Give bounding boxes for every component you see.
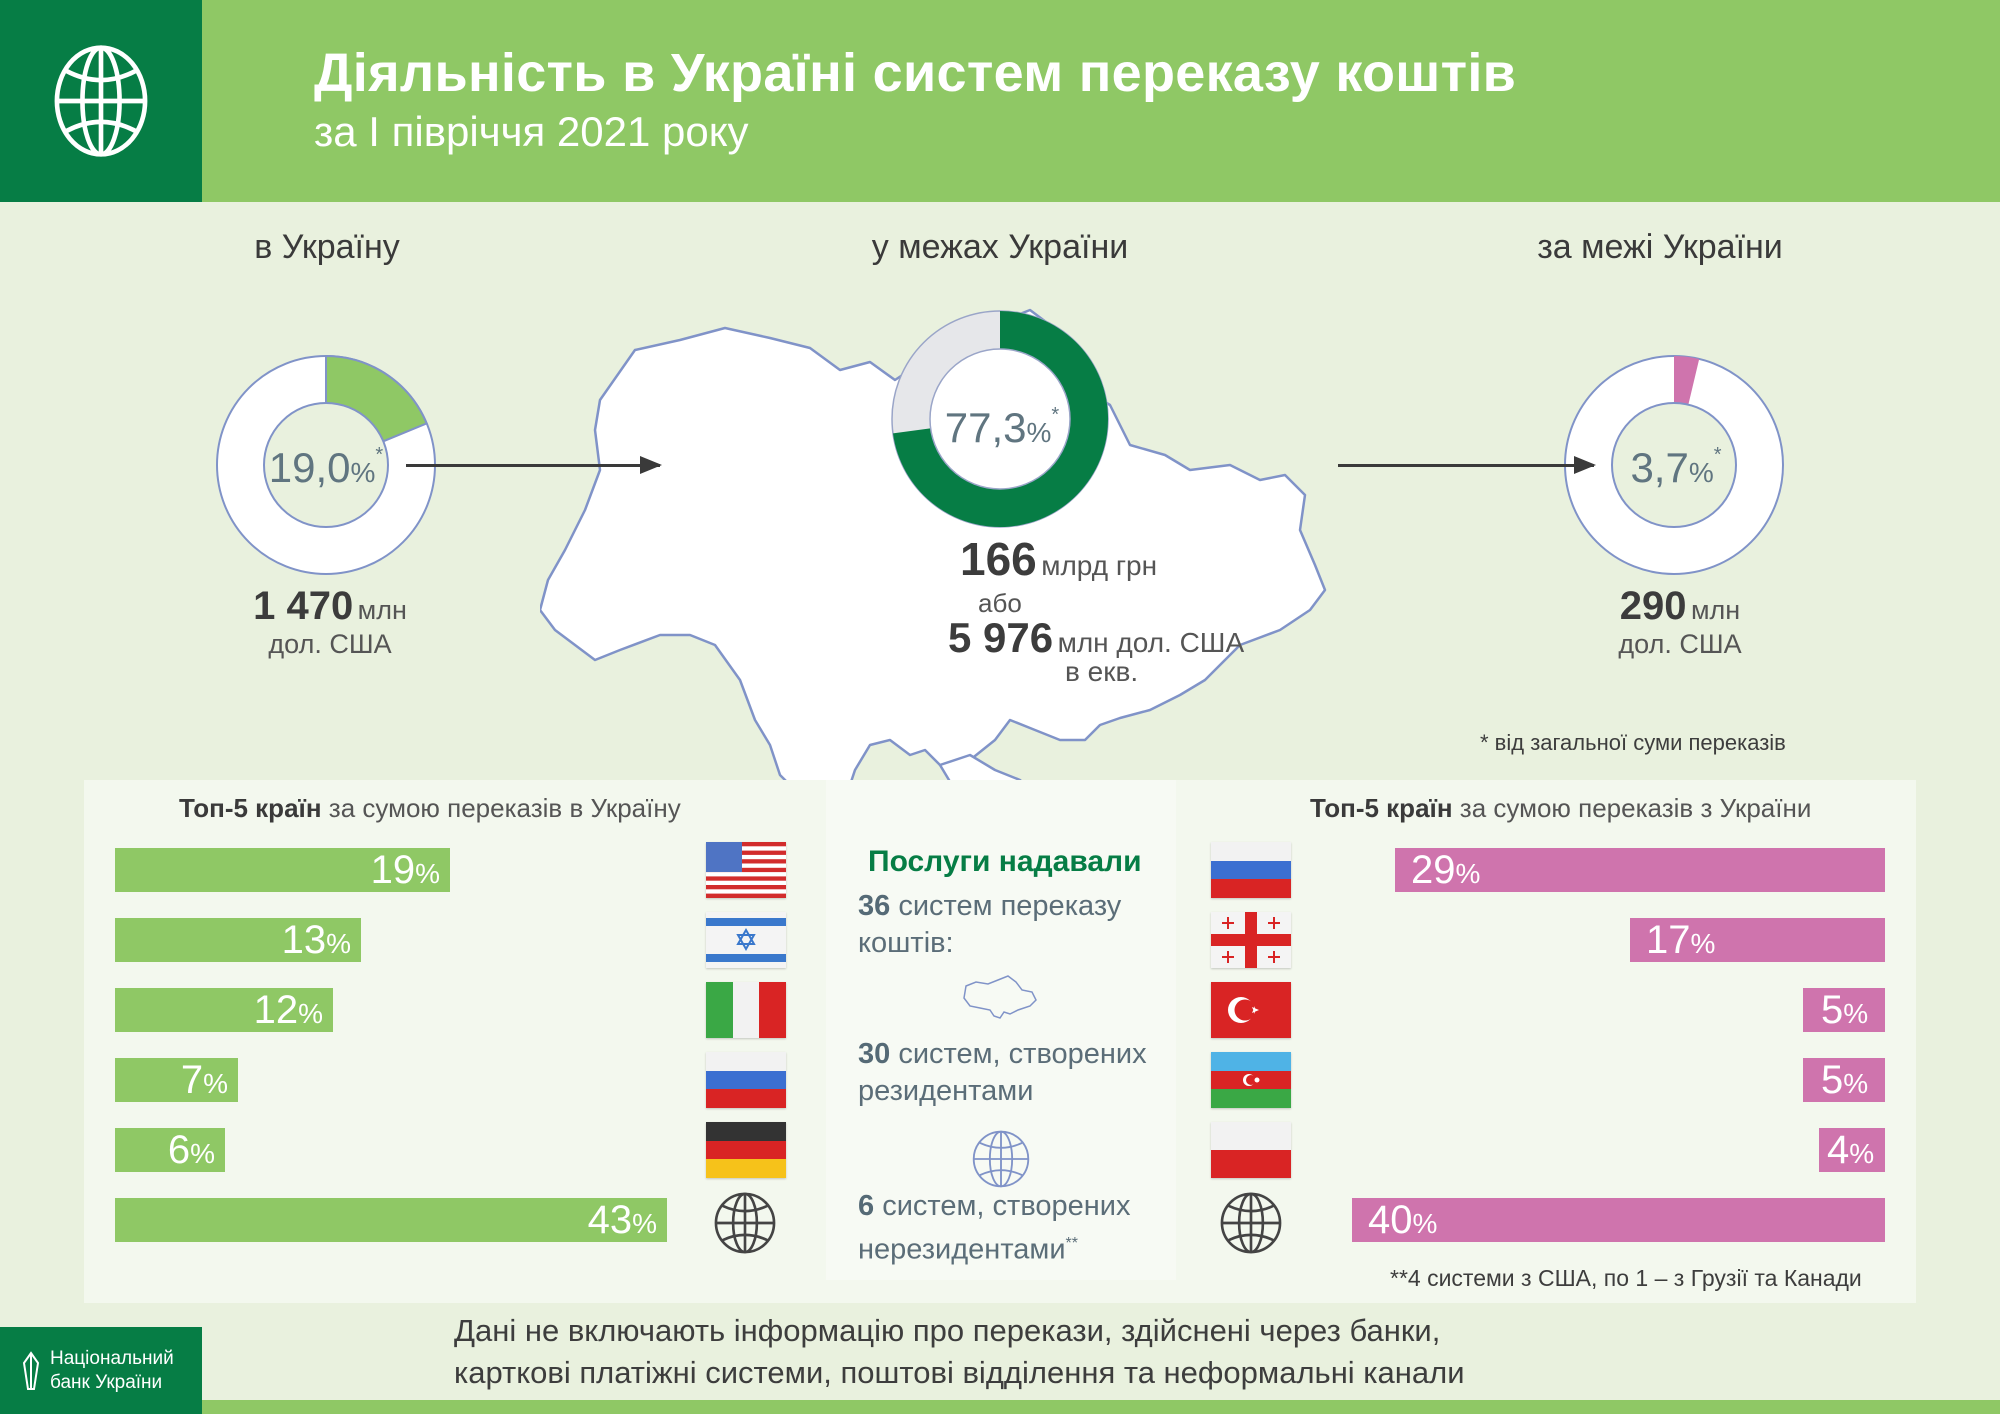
turkey-flag-icon — [1211, 982, 1291, 1038]
bar-out-poland: 4% — [1819, 1128, 1885, 1172]
or-label: або — [978, 588, 1022, 618]
footnote-total: * від загальної суми переказів — [1480, 730, 1786, 755]
globe-icon — [972, 1130, 1030, 1188]
services-resident: 30 систем, створених резидентами — [858, 1038, 1147, 1107]
bar-in-germany: 6% — [115, 1128, 225, 1172]
bar-out-other: 40% — [1352, 1198, 1885, 1242]
bar-out-russia: 29% — [1395, 848, 1885, 892]
georgia-flag-icon — [1211, 912, 1291, 968]
bar-in-israel: 13% — [115, 918, 361, 962]
bar-in-russia: 7% — [115, 1058, 238, 1102]
globe-icon — [54, 45, 148, 157]
percent-domestic: 77,3%* — [944, 404, 1060, 451]
disclaimer-note: Дані не включають інформацію про переказ… — [454, 1313, 1465, 1390]
arrow-outbound — [1338, 456, 1596, 474]
germany-flag-icon — [706, 1122, 786, 1178]
top-in-title: Топ-5 країн за сумою переказів в Україну — [179, 793, 681, 823]
donut-domestic — [891, 310, 1109, 528]
bar-in-usa: 19% — [115, 848, 450, 892]
services-title: Послуги надавали — [868, 845, 1142, 878]
footer-strip — [202, 1400, 2000, 1414]
footnote-nonresident: **4 системи з США, по 1 – з Грузії та Ка… — [1390, 1265, 1862, 1291]
top-out-title: Топ-5 країн за сумою переказів з України — [1310, 793, 1812, 823]
poland-flag-icon — [1211, 1122, 1291, 1178]
ukraine-outline-icon — [963, 975, 1037, 1019]
label-outbound: за межі України — [1537, 228, 1783, 266]
amount-inbound: 1 470 млн дол. США — [253, 584, 407, 659]
percent-outbound: 3,7%* — [1630, 444, 1722, 491]
amount-outbound: 290 млн дол. США — [1618, 584, 1742, 659]
russia-flag-icon — [706, 1052, 786, 1108]
nbu-name-line2: банк України — [50, 1371, 163, 1393]
nbu-emblem-icon — [22, 1350, 40, 1390]
usa-flag-icon — [706, 842, 786, 898]
bar-out-turkey: 5% — [1803, 988, 1885, 1032]
italy-flag-icon — [706, 982, 786, 1038]
header-banner — [0, 0, 2000, 202]
bar-out-georgia: 17% — [1630, 918, 1885, 962]
nbu-name-line1: Національний — [50, 1347, 174, 1369]
amount-domestic-uah: 166 млрд грн — [960, 533, 1158, 585]
israel-flag-icon — [706, 912, 786, 968]
page-subtitle: за І півріччя 2021 року — [314, 108, 749, 155]
label-domestic: у межах України — [871, 228, 1129, 266]
page-title: Діяльність в Україні систем переказу кош… — [314, 43, 1517, 103]
services-panel — [826, 780, 1176, 1280]
donut-outbound — [1564, 355, 1784, 575]
percent-inbound: 19,0%* — [268, 444, 384, 491]
globe-icon — [1220, 1192, 1282, 1254]
russia-flag-icon — [1211, 842, 1291, 898]
amount-domestic-eq: в екв. — [1065, 656, 1139, 687]
services-total: 36 систем переказу коштів: — [858, 890, 1122, 959]
azerbaijan-flag-icon — [1211, 1052, 1291, 1108]
bar-in-other: 43% — [115, 1198, 667, 1242]
nbu-logo: Національний банк України — [0, 1327, 202, 1414]
globe-icon — [714, 1192, 776, 1254]
label-inbound: в Україну — [254, 228, 400, 266]
amount-domestic-usd: 5 976 млн дол. США — [948, 614, 1245, 661]
arrow-inbound — [406, 456, 662, 474]
services-nonresident: 6 систем, створених нерезидентами** — [858, 1190, 1131, 1266]
header-logo — [0, 0, 202, 202]
bar-in-italy: 12% — [115, 988, 333, 1032]
bar-out-azerbaijan: 5% — [1803, 1058, 1885, 1102]
